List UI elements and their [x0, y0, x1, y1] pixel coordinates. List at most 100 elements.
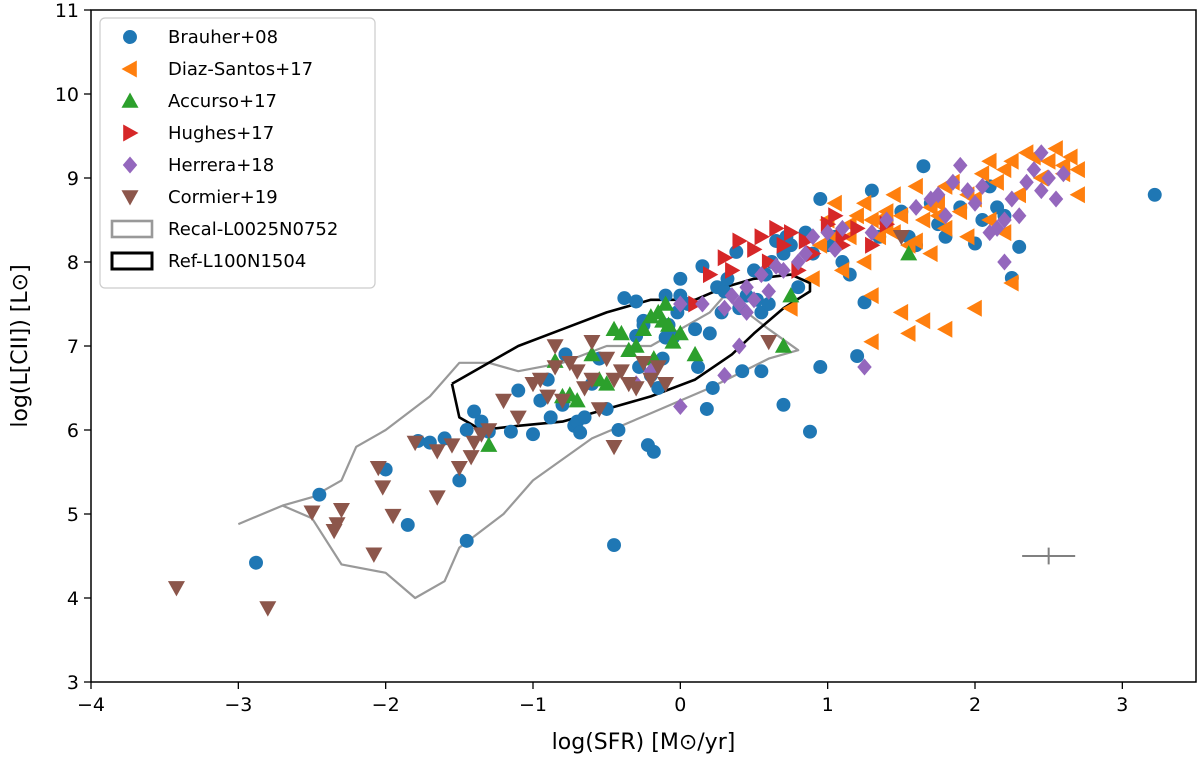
- y-tick-label: 6: [67, 420, 79, 442]
- data-point: [467, 404, 482, 419]
- data-point: [1032, 169, 1049, 187]
- data-point: [646, 444, 661, 459]
- data-point: [938, 207, 953, 225]
- data-point: [820, 224, 835, 242]
- data-point: [1010, 186, 1026, 204]
- data-point: [989, 219, 1005, 237]
- data-point: [635, 356, 652, 372]
- legend: Brauher+08 Diaz-Santos+17 Accurso+17 Hughes…: [99, 17, 376, 289]
- data-point: [673, 397, 688, 415]
- data-point: [406, 435, 424, 452]
- data-point: [973, 165, 990, 183]
- data-point: [583, 335, 601, 351]
- data-point: [365, 547, 383, 563]
- data-point: [332, 503, 350, 519]
- data-point: [1026, 161, 1042, 179]
- data-point: [960, 182, 975, 200]
- data-point: [803, 424, 817, 439]
- data-point: [620, 377, 638, 393]
- data-point: [703, 266, 719, 284]
- data-point: [1004, 190, 1020, 208]
- data-point: [900, 245, 918, 261]
- legend-marker: [121, 92, 139, 108]
- data-point: [892, 230, 910, 246]
- data-point: [1011, 207, 1027, 225]
- data-point: [259, 601, 277, 617]
- series-hughes-17: [688, 207, 896, 313]
- data-point: [688, 322, 703, 337]
- data-point: [856, 194, 872, 212]
- data-point: [908, 198, 924, 216]
- x-tick-label: −2: [372, 694, 400, 716]
- data-point: [607, 538, 622, 553]
- data-point: [450, 461, 468, 477]
- data-point: [462, 450, 480, 466]
- data-point: [967, 194, 983, 212]
- data-point: [754, 228, 770, 246]
- data-point: [865, 236, 881, 254]
- data-point: [769, 219, 785, 237]
- data-point: [760, 335, 778, 351]
- data-point: [1003, 152, 1019, 170]
- data-point: [1040, 152, 1056, 170]
- y-tick-label: 10: [55, 84, 79, 106]
- data-point: [1069, 161, 1085, 179]
- data-point: [717, 299, 732, 317]
- y-tick-label: 5: [67, 504, 79, 526]
- data-point: [577, 410, 592, 425]
- data-point: [922, 245, 938, 263]
- data-point: [443, 438, 461, 454]
- data-point: [798, 245, 813, 263]
- data-point: [725, 261, 741, 279]
- data-point: [879, 211, 894, 229]
- data-point: [1056, 165, 1071, 183]
- data-point: [813, 360, 828, 374]
- data-point: [576, 381, 594, 397]
- data-point: [480, 436, 498, 452]
- data-point: [686, 345, 704, 362]
- y-tick-label: 11: [55, 0, 79, 22]
- data-point: [627, 337, 645, 353]
- axis-ticks: −4 −3 −2 −1 0 1 2 3 3 4 5 6 7 8 9 10 11: [55, 0, 1129, 716]
- data-point: [598, 351, 616, 368]
- data-point: [929, 207, 945, 225]
- data-point: [705, 381, 720, 395]
- data-point: [735, 364, 750, 379]
- data-point: [857, 295, 872, 310]
- data-point: [761, 253, 778, 271]
- data-point: [583, 345, 601, 362]
- legend-label: Ref-L100N1504: [168, 251, 306, 272]
- data-point: [553, 393, 571, 410]
- data-point: [857, 358, 872, 376]
- data-point: [856, 253, 872, 271]
- data-point: [249, 555, 263, 570]
- data-point: [605, 372, 623, 389]
- data-point: [546, 360, 564, 376]
- data-point: [813, 192, 828, 206]
- data-point: [776, 261, 791, 279]
- data-point: [739, 303, 754, 321]
- data-point: [732, 295, 747, 313]
- data-point: [907, 232, 923, 250]
- data-point: [776, 397, 791, 412]
- data-point: [673, 271, 688, 286]
- data-point: [995, 224, 1012, 242]
- data-point: [657, 377, 675, 393]
- data-point: [914, 211, 931, 229]
- data-point: [732, 232, 748, 250]
- data-point: [863, 211, 879, 229]
- data-point: [784, 224, 800, 242]
- data-point: [635, 320, 652, 336]
- data-point: [900, 324, 916, 342]
- data-point: [892, 207, 909, 225]
- series-brauher-08: [249, 159, 1162, 570]
- data-point: [916, 159, 931, 174]
- data-point: [717, 366, 732, 384]
- legend-marker: [123, 124, 139, 142]
- data-point: [384, 508, 402, 525]
- data-point: [930, 186, 946, 204]
- data-point: [754, 266, 769, 284]
- data-point: [1034, 182, 1049, 200]
- data-point: [981, 211, 997, 229]
- data-point: [747, 240, 763, 258]
